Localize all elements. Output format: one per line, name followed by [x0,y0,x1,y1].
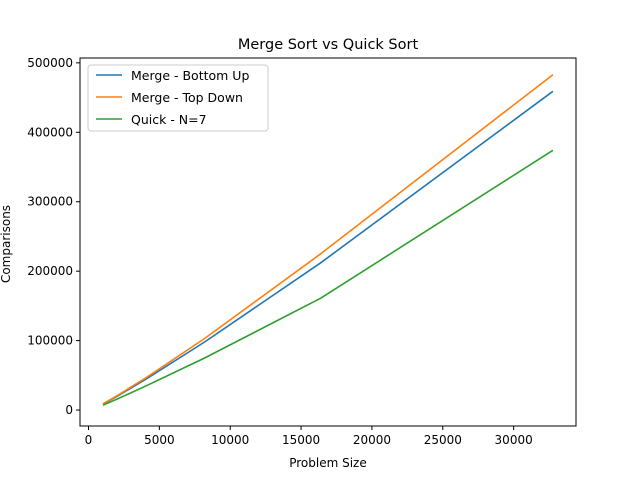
y-tick-label: 100000 [27,334,73,348]
y-tick-label: 0 [65,403,73,417]
x-tick-label: 25000 [424,433,462,447]
plot-frame [79,57,577,427]
x-axis-label: Problem Size [289,456,367,470]
x-tick-label: 20000 [353,433,391,447]
x-tick-label: 0 [85,433,93,447]
legend-label-0: Merge - Bottom Up [131,68,249,83]
x-tick-label: 5000 [144,433,175,447]
legend-label-1: Merge - Top Down [131,90,243,105]
y-tick-label: 200000 [27,264,73,278]
axis-ticks: 0 5000 10000 15000 20000 25000 300000100000200… [27,56,533,447]
chart-title: Merge Sort vs Quick Sort [238,37,419,53]
x-tick-label: 15000 [282,433,320,447]
y-tick-label: 400000 [27,125,73,139]
legend-box [87,64,269,132]
plot-lines [102,74,554,406]
x-tick-label: 30000 [495,433,533,447]
series-line-1 [102,74,554,405]
series-line-2 [102,149,554,406]
x-tick-label: 10000 [211,433,249,447]
y-axis-label: Comparisons [0,205,13,283]
y-tick-label: 300000 [27,195,73,209]
legend-label-2: Quick - N=7 [131,112,207,127]
y-tick-label: 500000 [27,56,73,70]
legend: Merge - Bottom Up Merge - Top Down Quick -… [87,64,269,132]
